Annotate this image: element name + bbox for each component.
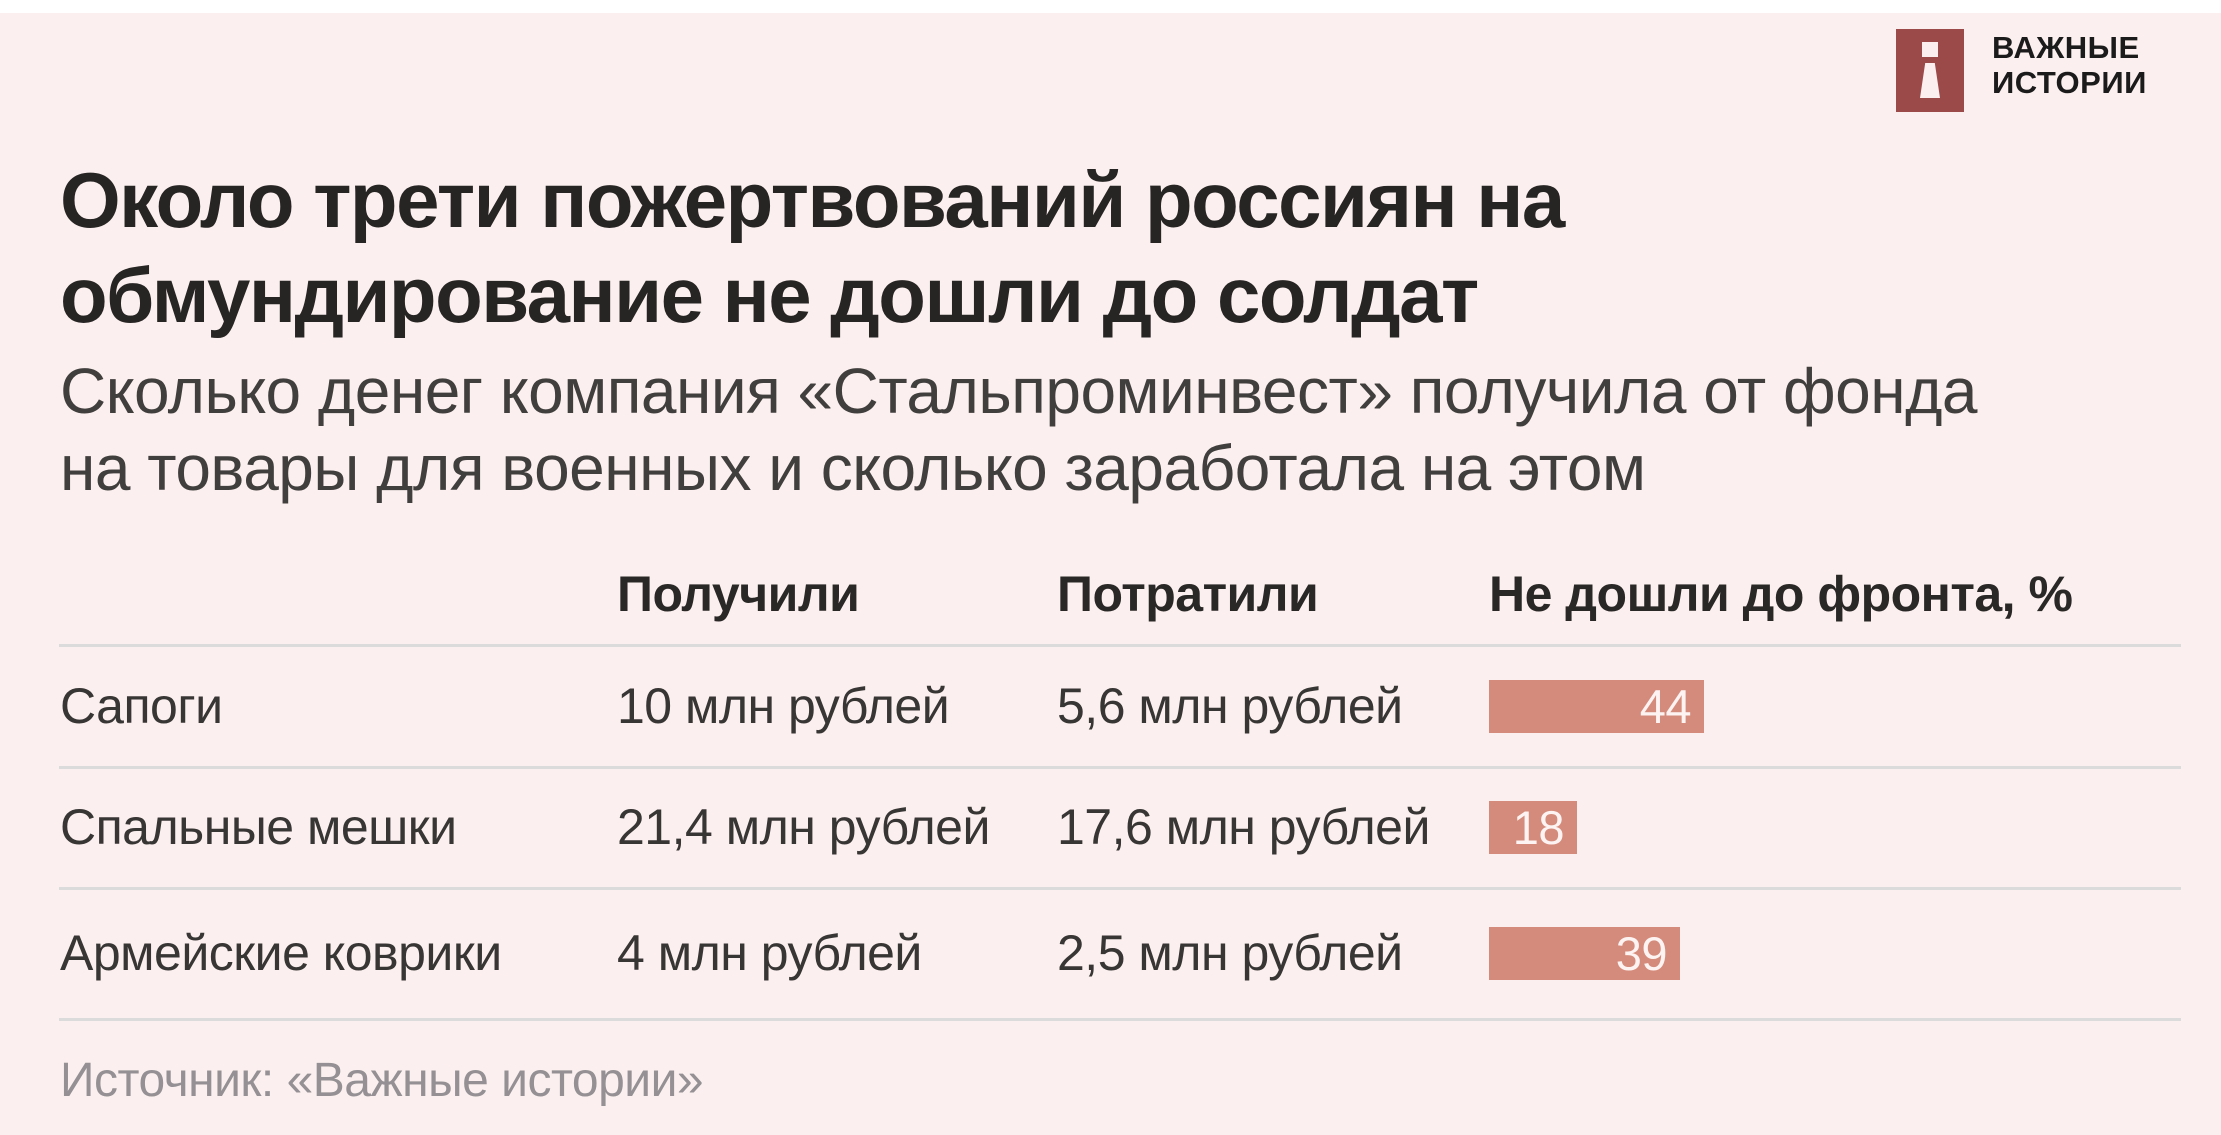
percent-bar: 44: [1489, 680, 1704, 733]
brand-name-line1: ВАЖНЫЕ: [1992, 30, 2140, 65]
row-label: Сапоги: [60, 678, 223, 734]
page-subtitle: Сколько денег компания «Стальпроминвест»…: [60, 353, 1978, 507]
percent-bar-value: 44: [1639, 680, 1692, 733]
row-label: Спальные мешки: [60, 799, 457, 855]
page-subtitle-line2: на товары для военных и сколько заработа…: [60, 432, 1646, 504]
row-label: Армейские коврики: [60, 925, 502, 981]
row-received: 4 млн рублей: [617, 925, 922, 981]
column-header-percent: Не дошли до фронта, %: [1489, 566, 2073, 622]
i-mark-icon: [1896, 29, 1964, 112]
chart-card: ВАЖНЫЕ ИСТОРИИ Около трети пожертвований…: [0, 13, 2221, 1135]
column-header-spent: Потратили: [1057, 566, 1319, 622]
divider: [59, 644, 2181, 647]
percent-bar: 18: [1489, 801, 1577, 854]
page-subtitle-line1: Сколько денег компания «Стальпроминвест»…: [60, 355, 1978, 427]
row-spent: 5,6 млн рублей: [1057, 678, 1403, 734]
brand-name-line2: ИСТОРИИ: [1992, 65, 2147, 100]
page-title: Около трети пожертвований россиян на обм…: [60, 153, 1565, 343]
divider: [59, 887, 2181, 890]
i-mark-stem: [1920, 63, 1940, 98]
source-note: Источник: «Важные истории»: [60, 1054, 704, 1107]
row-spent: 17,6 млн рублей: [1057, 799, 1430, 855]
percent-bar-value: 18: [1512, 801, 1565, 854]
row-received: 10 млн рублей: [617, 678, 950, 734]
column-header-received: Получили: [617, 566, 860, 622]
percent-bar: 39: [1489, 927, 1680, 980]
row-spent: 2,5 млн рублей: [1057, 925, 1403, 981]
row-received: 21,4 млн рублей: [617, 799, 990, 855]
divider: [59, 1018, 2181, 1021]
page-title-line1: Около трети пожертвований россиян на: [60, 156, 1565, 244]
i-mark-dot: [1922, 42, 1938, 57]
brand-name: ВАЖНЫЕ ИСТОРИИ: [1992, 30, 2147, 100]
divider: [59, 766, 2181, 769]
percent-bar-value: 39: [1615, 927, 1668, 980]
page-title-line2: обмундирование не дошли до солдат: [60, 251, 1479, 339]
